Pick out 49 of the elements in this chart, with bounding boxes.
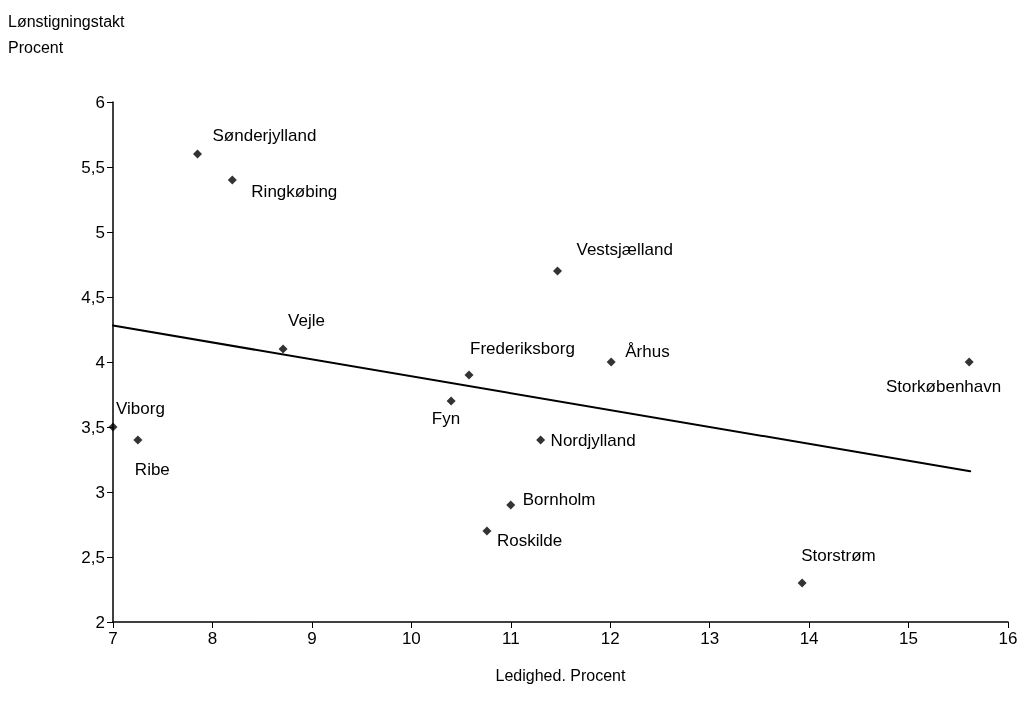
y-tick-label: 5 (95, 222, 105, 242)
annotation: Viborg (116, 398, 165, 418)
point (278, 344, 288, 354)
annotation: Roskilde (496, 530, 563, 550)
x-tick-label: 13 (700, 629, 720, 648)
x-tick-label: 9 (307, 629, 317, 648)
point (506, 500, 516, 510)
x-tick-label: 15 (899, 629, 919, 648)
annotation: Frederiksborg (470, 338, 575, 358)
point (193, 149, 203, 159)
point (797, 578, 807, 588)
y-tick-label: 2 (95, 612, 105, 632)
y-tick-label: 3,5 (81, 417, 105, 437)
x-axis-title: Ledighed. Procent (495, 666, 626, 684)
annotation: Storkøbenhavn (885, 376, 1002, 396)
point (227, 175, 237, 185)
x-tick-label: 10 (401, 629, 421, 648)
annotation: Århus (625, 341, 670, 361)
point (536, 435, 546, 445)
annotation: Ribe (134, 459, 170, 479)
annotation: Vestsjælland (576, 239, 673, 259)
x-tick-label: 16 (998, 629, 1018, 648)
point (606, 357, 616, 367)
x-tick-label: 14 (799, 629, 819, 648)
point (133, 435, 143, 445)
y-tick-label: 4,5 (81, 287, 105, 307)
x-tick-label: 11 (501, 629, 520, 648)
y-tick-label: 4 (95, 352, 105, 372)
point (446, 396, 456, 406)
annotation: Ringkøbing (251, 181, 338, 201)
annotation: Sønderjylland (212, 125, 317, 145)
annotation: Storstrøm (801, 545, 876, 565)
point (964, 357, 974, 367)
x-tick-label: 7 (108, 629, 118, 648)
y-tick-label: 3 (95, 482, 105, 502)
x-tick-label: 8 (207, 629, 218, 648)
annotation: Fyn (431, 408, 461, 428)
y-tick-label: 2,5 (81, 547, 105, 567)
y-tick-label: 6 (95, 92, 105, 112)
point (482, 526, 492, 536)
x-tick-label: 12 (600, 629, 620, 648)
y-axis-title: Lønstigningstakt Procent (8, 12, 126, 56)
annotation: Bornholm (522, 489, 596, 509)
point (464, 370, 474, 380)
point (553, 266, 563, 276)
point (108, 422, 118, 432)
annotation: Nordjylland (550, 430, 636, 450)
y-tick-label: 5,5 (81, 157, 105, 177)
annotation: Vejle (288, 310, 325, 330)
